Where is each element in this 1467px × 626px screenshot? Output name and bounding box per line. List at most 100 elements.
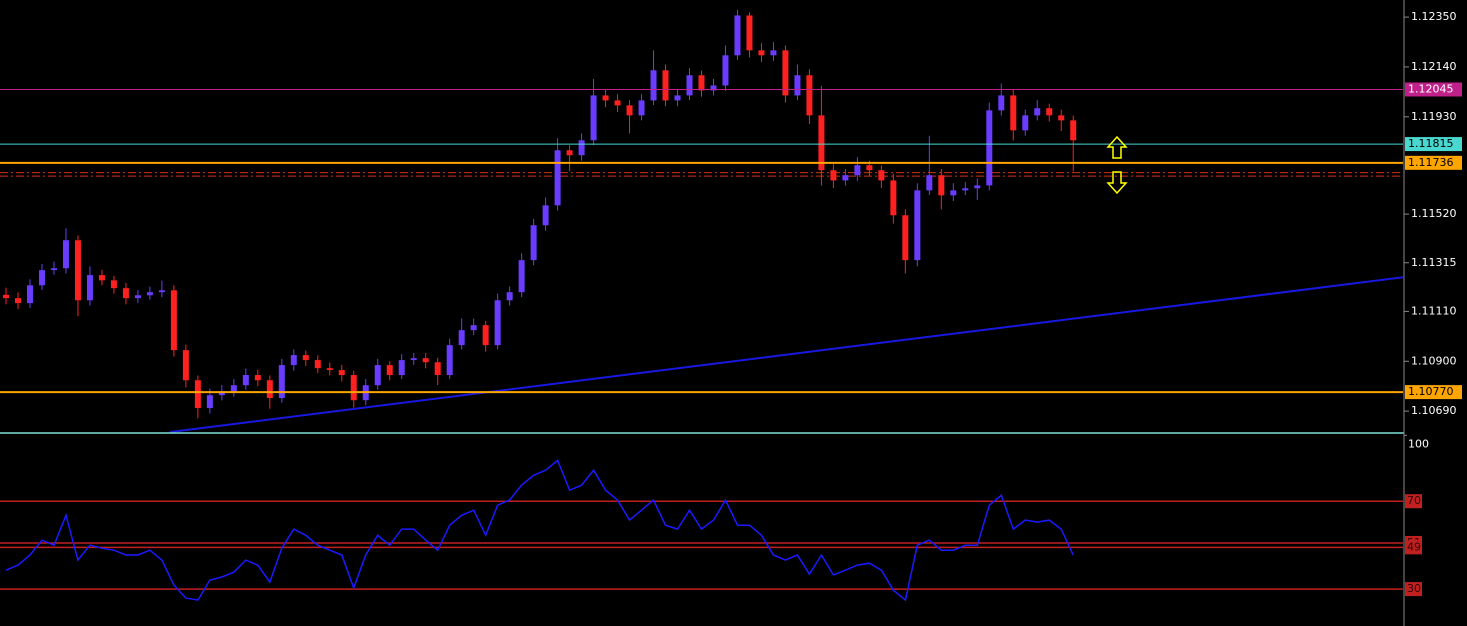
candle-body (482, 325, 489, 346)
candle-body (506, 292, 513, 301)
candle-body (518, 260, 525, 293)
candle-body (674, 95, 681, 101)
candle-body (662, 70, 669, 101)
candle-body (170, 290, 177, 351)
candle-body (62, 240, 69, 269)
candle-body (974, 185, 981, 189)
y-tick-label: 1.10900 (1411, 354, 1457, 367)
candle-body (74, 240, 81, 301)
level-label: 49 (1407, 540, 1421, 553)
candle-body (746, 15, 753, 51)
candle-body (986, 110, 993, 186)
rsi-panel: 10070514930 (0, 434, 1429, 602)
candle-body (542, 205, 549, 226)
candle-body (374, 365, 381, 386)
candle-body (614, 100, 621, 106)
sell-arrow (1106, 171, 1128, 195)
buy-arrow (1106, 135, 1128, 159)
candle-body (446, 345, 453, 376)
price-panel: 1.12350 1.12140 1.11930 1.11520 1.11315 1.111… (0, 9, 1462, 433)
candle-body (962, 188, 969, 191)
candle-body (230, 385, 237, 393)
level-label-box (1405, 582, 1422, 597)
candle-body (830, 170, 837, 181)
candle-body (194, 380, 201, 409)
candle-body (902, 215, 909, 261)
level-label: 1.11736 (1408, 156, 1454, 169)
candle-body (866, 165, 873, 171)
y-tick-label: 1.10690 (1411, 404, 1457, 417)
candle-body (854, 165, 861, 176)
candle-body (98, 275, 105, 281)
level-label-box (1405, 82, 1462, 97)
candle-body (926, 175, 933, 191)
candle-body (434, 362, 441, 376)
candle-body (758, 50, 765, 56)
candle-body (950, 190, 957, 196)
candle-body (278, 365, 285, 399)
candle-body (26, 285, 33, 304)
candle-body (254, 375, 261, 381)
level-label-box (1405, 494, 1422, 509)
candle-body (110, 280, 117, 289)
level-label-box (1405, 137, 1462, 152)
candle-body (314, 360, 321, 369)
candle-body (38, 270, 45, 286)
candle-body (398, 360, 405, 376)
candle-body (698, 75, 705, 91)
candle-body (1058, 115, 1065, 121)
candle-body (722, 55, 729, 86)
candle-body (458, 330, 465, 346)
candle-body (122, 288, 129, 299)
candle-body (206, 395, 213, 409)
level-label-box (1405, 155, 1462, 170)
candle-body (818, 115, 825, 171)
level-label-box (1405, 385, 1462, 400)
candle-body (638, 100, 645, 116)
candle-body (650, 70, 657, 101)
candle-body (530, 225, 537, 261)
level-label: 1.12045 (1408, 82, 1454, 95)
candle-body (770, 50, 777, 56)
candle-body (1010, 95, 1017, 131)
y-tick-label: 1.11930 (1411, 110, 1457, 123)
candle-body (938, 175, 945, 196)
candle-body (878, 170, 885, 181)
candle-body (590, 95, 597, 141)
candle-body (998, 95, 1005, 111)
candle-body (146, 292, 153, 296)
level-label-box (1405, 540, 1422, 555)
candle-body (1034, 108, 1041, 116)
candle-body (290, 355, 297, 366)
candle-body (50, 268, 57, 271)
candle-body (386, 365, 393, 376)
candle-body (734, 15, 741, 56)
level-label: 70 (1407, 494, 1421, 507)
candle-body (422, 358, 429, 363)
candle-body (1046, 108, 1053, 116)
candle-body (494, 300, 501, 346)
candle-body (554, 150, 561, 206)
candle-body (242, 375, 249, 386)
candle-body (686, 75, 693, 96)
rsi-line (5, 459, 1074, 602)
candle-body (794, 75, 801, 96)
candle-body (782, 50, 789, 96)
candle-body (842, 175, 849, 181)
y-tick-label: 1.11520 (1411, 207, 1457, 220)
candle-body (134, 295, 141, 299)
candle-body (2, 294, 9, 299)
level-label: 1.10770 (1408, 385, 1454, 398)
trendline (170, 276, 1404, 433)
candle-body (806, 75, 813, 116)
y-tick-label: 1.11110 (1411, 304, 1457, 317)
level-label: 1.11815 (1408, 137, 1454, 150)
candle-body (158, 290, 165, 293)
y-tick-label: 1.12350 (1411, 10, 1457, 23)
candle-body (578, 140, 585, 156)
y-tick-label: 1.11315 (1411, 256, 1457, 269)
candle-body (182, 350, 189, 381)
